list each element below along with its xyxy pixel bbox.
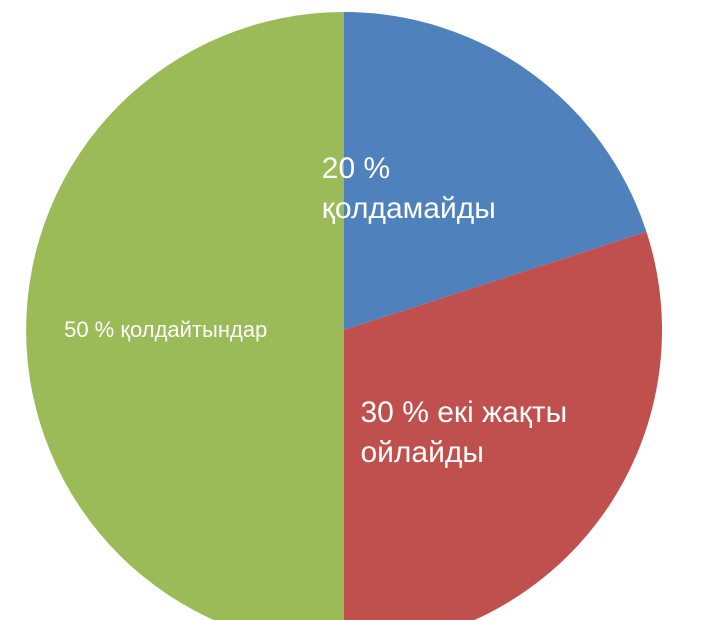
category-label: қолдайтындар <box>120 317 268 342</box>
value-label: 30 % <box>360 395 429 429</box>
slice-label: 30 % екі жақты ойлайды <box>360 393 610 473</box>
category-label: қолдамайды <box>321 191 496 225</box>
pie-slice <box>344 12 647 330</box>
category-label: екі жақты ойлайды <box>360 395 568 469</box>
pie-slice <box>344 231 662 620</box>
slice-label: 50 % қолдайтындар <box>64 313 274 347</box>
slice-label: 20 % қолдамайды <box>322 149 572 229</box>
pie-slice <box>26 12 344 620</box>
value-label: 50 % <box>64 317 115 342</box>
value-label: 20 % <box>321 151 391 185</box>
